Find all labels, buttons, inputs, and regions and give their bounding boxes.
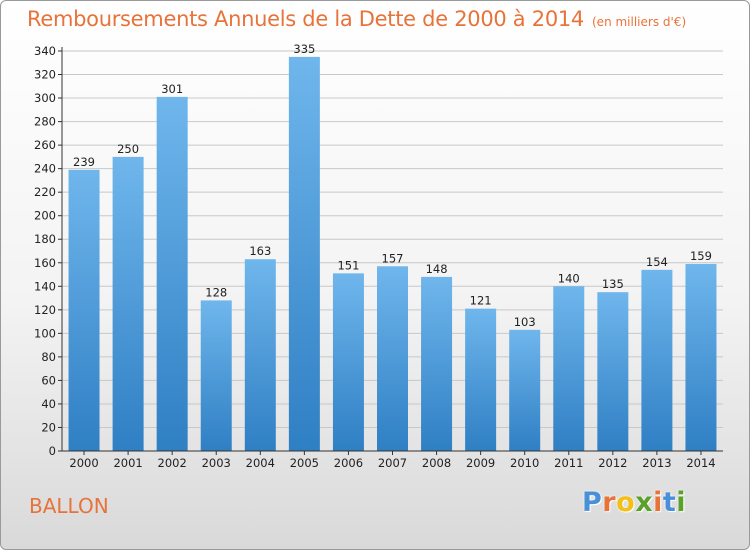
y-tick-label: 180: [34, 232, 56, 246]
y-tick-label: 160: [34, 256, 56, 270]
data-label: 154: [646, 255, 668, 269]
bar-2014: [685, 263, 717, 451]
data-label: 335: [293, 42, 315, 56]
data-label: 250: [117, 142, 139, 156]
data-label: 140: [558, 271, 580, 285]
y-tick-label: 340: [34, 44, 56, 58]
y-tick-label: 320: [34, 68, 56, 82]
x-tick-label: 2013: [642, 456, 671, 470]
bar-2013: [641, 269, 673, 451]
commune-name: BALLON: [29, 494, 109, 518]
logo-letter: r: [602, 487, 617, 518]
bar-2006: [332, 273, 364, 451]
bar-2007: [377, 266, 408, 451]
y-tick-label: 80: [41, 350, 56, 364]
x-tick-label: 2012: [598, 456, 627, 470]
chart-subtitle: (en milliers d'€): [592, 15, 687, 29]
bar-2010: [509, 329, 541, 451]
data-label: 103: [514, 315, 536, 329]
data-label: 163: [249, 244, 271, 258]
x-tick-label: 2000: [69, 456, 98, 470]
bar-2009: [465, 308, 497, 451]
bars: 239 250 301 128 163 335 151 157 148 121 103 140 135 1…: [68, 42, 717, 451]
y-tick-label: 140: [34, 279, 56, 293]
bar-2008: [421, 276, 453, 451]
bar-2011: [553, 286, 585, 451]
data-label: 148: [426, 262, 448, 276]
y-tick-label: 220: [34, 185, 56, 199]
x-tick-label: 2008: [422, 456, 451, 470]
logo-letter: i: [653, 487, 663, 518]
bar-2012: [597, 292, 629, 451]
bar-2000: [68, 169, 100, 451]
y-tick-label: 120: [34, 303, 56, 317]
x-tick-label: 2006: [334, 456, 363, 470]
data-label: 239: [73, 155, 95, 169]
x-tick-label: 2004: [246, 456, 275, 470]
x-tick-label: 2003: [202, 456, 231, 470]
y-tick-label: 20: [41, 420, 56, 434]
x-tick-label: 2010: [510, 456, 539, 470]
bar-2002: [156, 96, 188, 451]
x-tick-label: 2001: [113, 456, 142, 470]
axes: 0 20 40 60 80 100 120 140 160 180 200 220 240 260 280 3…: [34, 44, 723, 470]
y-tick-label: 40: [41, 397, 56, 411]
y-tick-label: 300: [34, 91, 56, 105]
data-label: 157: [382, 251, 404, 265]
chart-title: Remboursements Annuels de la Dette de 20…: [27, 7, 686, 31]
x-tick-label: 2005: [290, 456, 319, 470]
bar-2001: [112, 156, 144, 451]
y-tick-label: 260: [34, 138, 56, 152]
data-label: 135: [602, 277, 624, 291]
logo-letter: P: [582, 487, 603, 518]
y-tick-label: 60: [41, 373, 56, 387]
y-tick-label: 100: [34, 326, 56, 340]
y-tick-label: 0: [49, 444, 56, 458]
logo-letter: t: [662, 487, 677, 518]
bar-2004: [244, 259, 276, 451]
x-tick-label: 2011: [554, 456, 583, 470]
y-tick-label: 240: [34, 162, 56, 176]
y-tick-label: 280: [34, 115, 56, 129]
logo-letter: i: [676, 487, 687, 518]
bar-2005: [288, 56, 320, 451]
bar-2003: [200, 300, 232, 451]
x-tick-label: 2014: [686, 456, 715, 470]
y-tick-label: 200: [34, 209, 56, 223]
proxiti-logo: Proxiti: [582, 487, 686, 518]
x-tick-label: 2009: [466, 456, 495, 470]
data-label: 151: [337, 258, 359, 272]
x-tick-label: 2002: [158, 456, 187, 470]
logo-letter: x: [635, 487, 654, 518]
x-tick-label: 2007: [378, 456, 407, 470]
data-label: 128: [205, 285, 227, 299]
chart-title-text: Remboursements Annuels de la Dette de 20…: [27, 7, 584, 31]
logo-letter: o: [616, 487, 636, 518]
data-label: 301: [161, 82, 183, 96]
data-label: 159: [690, 249, 712, 263]
data-label: 121: [470, 294, 492, 308]
